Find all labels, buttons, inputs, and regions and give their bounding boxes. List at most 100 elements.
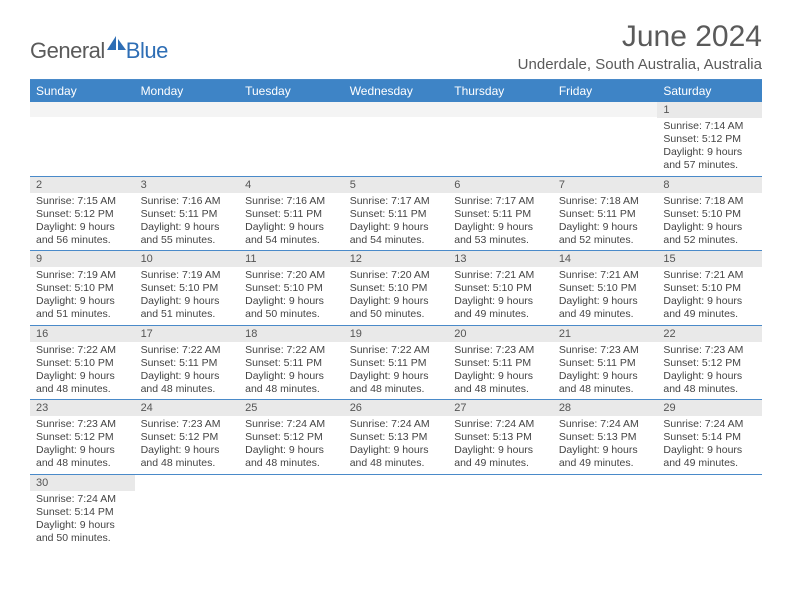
day-content: Sunrise: 7:22 AMSunset: 5:10 PMDaylight:… (30, 342, 135, 400)
empty-cell (135, 102, 240, 176)
title-block: June 2024 Underdale, South Australia, Au… (518, 20, 762, 73)
blank-bar (239, 102, 344, 117)
day-number: 23 (30, 400, 135, 416)
day-content: Sunrise: 7:22 AMSunset: 5:11 PMDaylight:… (344, 342, 449, 400)
day-content: Sunrise: 7:18 AMSunset: 5:11 PMDaylight:… (553, 193, 658, 251)
calendar-page: General Blue June 2024 Underdale, South … (0, 0, 792, 558)
empty-cell (448, 474, 553, 548)
blank-bar (344, 102, 449, 117)
daylight-text: Daylight: 9 hours and 48 minutes. (36, 370, 129, 396)
daylight-text: Daylight: 9 hours and 54 minutes. (350, 221, 443, 247)
day-cell: 28Sunrise: 7:24 AMSunset: 5:13 PMDayligh… (553, 400, 658, 475)
sunrise-text: Sunrise: 7:23 AM (141, 418, 234, 431)
daylight-text: Daylight: 9 hours and 49 minutes. (454, 295, 547, 321)
day-cell: 8Sunrise: 7:18 AMSunset: 5:10 PMDaylight… (657, 176, 762, 251)
day-number: 5 (344, 177, 449, 193)
day-cell: 5Sunrise: 7:17 AMSunset: 5:11 PMDaylight… (344, 176, 449, 251)
day-number: 12 (344, 251, 449, 267)
empty-cell (239, 474, 344, 548)
day-content: Sunrise: 7:24 AMSunset: 5:14 PMDaylight:… (30, 491, 135, 549)
day-number: 2 (30, 177, 135, 193)
day-number: 24 (135, 400, 240, 416)
day-content: Sunrise: 7:17 AMSunset: 5:11 PMDaylight:… (448, 193, 553, 251)
day-number: 4 (239, 177, 344, 193)
day-content: Sunrise: 7:21 AMSunset: 5:10 PMDaylight:… (657, 267, 762, 325)
sunrise-text: Sunrise: 7:24 AM (350, 418, 443, 431)
sunrise-text: Sunrise: 7:16 AM (245, 195, 338, 208)
sunset-text: Sunset: 5:13 PM (350, 431, 443, 444)
day-header-sunday: Sunday (30, 80, 135, 102)
daylight-text: Daylight: 9 hours and 48 minutes. (663, 370, 756, 396)
day-cell: 25Sunrise: 7:24 AMSunset: 5:12 PMDayligh… (239, 400, 344, 475)
day-header-wednesday: Wednesday (344, 80, 449, 102)
sunset-text: Sunset: 5:12 PM (663, 357, 756, 370)
sunrise-text: Sunrise: 7:14 AM (663, 120, 756, 133)
day-number: 3 (135, 177, 240, 193)
daylight-text: Daylight: 9 hours and 48 minutes. (454, 370, 547, 396)
day-number: 22 (657, 326, 762, 342)
daylight-text: Daylight: 9 hours and 50 minutes. (36, 519, 129, 545)
sunrise-text: Sunrise: 7:24 AM (454, 418, 547, 431)
blank-bar (553, 102, 658, 117)
day-cell: 9Sunrise: 7:19 AMSunset: 5:10 PMDaylight… (30, 251, 135, 326)
daylight-text: Daylight: 9 hours and 51 minutes. (36, 295, 129, 321)
sunrise-text: Sunrise: 7:16 AM (141, 195, 234, 208)
day-content: Sunrise: 7:24 AMSunset: 5:13 PMDaylight:… (344, 416, 449, 474)
day-number: 8 (657, 177, 762, 193)
sunrise-text: Sunrise: 7:24 AM (559, 418, 652, 431)
logo: General Blue (30, 38, 168, 64)
day-cell: 13Sunrise: 7:21 AMSunset: 5:10 PMDayligh… (448, 251, 553, 326)
day-header-row: SundayMondayTuesdayWednesdayThursdayFrid… (30, 80, 762, 102)
sunset-text: Sunset: 5:10 PM (245, 282, 338, 295)
day-cell: 12Sunrise: 7:20 AMSunset: 5:10 PMDayligh… (344, 251, 449, 326)
sunset-text: Sunset: 5:10 PM (454, 282, 547, 295)
week-row: 30Sunrise: 7:24 AMSunset: 5:14 PMDayligh… (30, 474, 762, 548)
sail-icon (107, 36, 127, 50)
day-cell: 29Sunrise: 7:24 AMSunset: 5:14 PMDayligh… (657, 400, 762, 475)
day-cell: 20Sunrise: 7:23 AMSunset: 5:11 PMDayligh… (448, 325, 553, 400)
daylight-text: Daylight: 9 hours and 57 minutes. (663, 146, 756, 172)
daylight-text: Daylight: 9 hours and 55 minutes. (141, 221, 234, 247)
day-cell: 23Sunrise: 7:23 AMSunset: 5:12 PMDayligh… (30, 400, 135, 475)
day-content: Sunrise: 7:20 AMSunset: 5:10 PMDaylight:… (239, 267, 344, 325)
sunset-text: Sunset: 5:12 PM (36, 208, 129, 221)
blank-bar (448, 102, 553, 117)
day-cell: 2Sunrise: 7:15 AMSunset: 5:12 PMDaylight… (30, 176, 135, 251)
day-header-thursday: Thursday (448, 80, 553, 102)
daylight-text: Daylight: 9 hours and 48 minutes. (36, 444, 129, 470)
sunrise-text: Sunrise: 7:18 AM (663, 195, 756, 208)
sunrise-text: Sunrise: 7:24 AM (663, 418, 756, 431)
daylight-text: Daylight: 9 hours and 48 minutes. (245, 444, 338, 470)
daylight-text: Daylight: 9 hours and 48 minutes. (559, 370, 652, 396)
week-row: 16Sunrise: 7:22 AMSunset: 5:10 PMDayligh… (30, 325, 762, 400)
day-cell: 3Sunrise: 7:16 AMSunset: 5:11 PMDaylight… (135, 176, 240, 251)
sunset-text: Sunset: 5:11 PM (141, 357, 234, 370)
location: Underdale, South Australia, Australia (518, 56, 762, 73)
day-cell: 6Sunrise: 7:17 AMSunset: 5:11 PMDaylight… (448, 176, 553, 251)
day-number: 10 (135, 251, 240, 267)
empty-cell (239, 102, 344, 176)
day-header-saturday: Saturday (657, 80, 762, 102)
day-cell: 19Sunrise: 7:22 AMSunset: 5:11 PMDayligh… (344, 325, 449, 400)
daylight-text: Daylight: 9 hours and 48 minutes. (141, 370, 234, 396)
sunset-text: Sunset: 5:11 PM (245, 208, 338, 221)
daylight-text: Daylight: 9 hours and 48 minutes. (350, 444, 443, 470)
day-content: Sunrise: 7:16 AMSunset: 5:11 PMDaylight:… (239, 193, 344, 251)
day-content: Sunrise: 7:14 AMSunset: 5:12 PMDaylight:… (657, 118, 762, 176)
month-title: June 2024 (518, 20, 762, 54)
day-number: 25 (239, 400, 344, 416)
daylight-text: Daylight: 9 hours and 50 minutes. (350, 295, 443, 321)
sunrise-text: Sunrise: 7:19 AM (36, 269, 129, 282)
daylight-text: Daylight: 9 hours and 54 minutes. (245, 221, 338, 247)
day-cell: 22Sunrise: 7:23 AMSunset: 5:12 PMDayligh… (657, 325, 762, 400)
week-row: 1Sunrise: 7:14 AMSunset: 5:12 PMDaylight… (30, 102, 762, 176)
sunset-text: Sunset: 5:12 PM (663, 133, 756, 146)
sunset-text: Sunset: 5:12 PM (245, 431, 338, 444)
daylight-text: Daylight: 9 hours and 52 minutes. (663, 221, 756, 247)
day-header-monday: Monday (135, 80, 240, 102)
sunrise-text: Sunrise: 7:21 AM (663, 269, 756, 282)
empty-cell (30, 102, 135, 176)
day-content: Sunrise: 7:24 AMSunset: 5:13 PMDaylight:… (553, 416, 658, 474)
day-cell: 26Sunrise: 7:24 AMSunset: 5:13 PMDayligh… (344, 400, 449, 475)
daylight-text: Daylight: 9 hours and 56 minutes. (36, 221, 129, 247)
